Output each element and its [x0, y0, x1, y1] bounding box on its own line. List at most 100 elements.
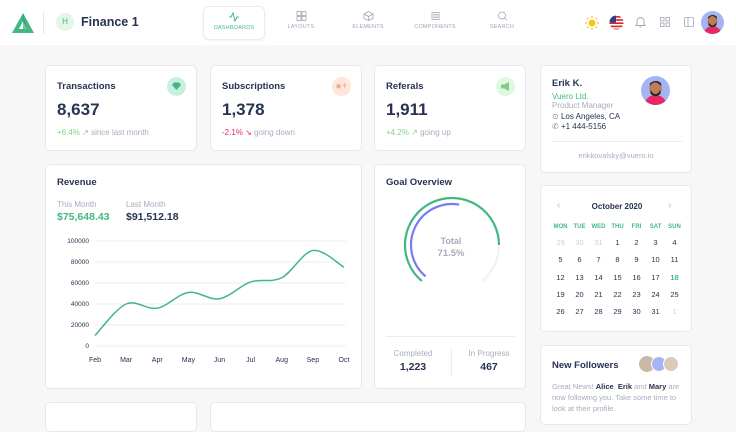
calendar-day[interactable]: 23 — [627, 286, 646, 303]
activity-icon — [228, 12, 240, 22]
stat-card-subscriptions: Subscriptions ●+ 1,378 -2.1% ↘ going dow… — [210, 65, 362, 151]
workspace-avatar[interactable]: H — [56, 13, 74, 31]
calendar-day[interactable]: 2 — [627, 234, 646, 251]
x-tick-label: Aug — [276, 357, 289, 364]
bottom-card — [210, 402, 526, 432]
cpu-icon — [430, 11, 441, 21]
phone-icon: ✆ — [552, 122, 559, 131]
nav-elements[interactable]: ELEMENTS — [337, 6, 399, 40]
calendar-day[interactable]: 11 — [665, 251, 684, 268]
calendar-day[interactable]: 10 — [646, 251, 665, 268]
y-tick-label: 20000 — [71, 322, 89, 329]
x-tick-label: Apr — [152, 357, 164, 364]
revenue-series-line — [95, 250, 344, 335]
nav-components[interactable]: COMPONENTS — [404, 6, 466, 40]
profile-company[interactable]: Vuero Ltd. — [552, 92, 589, 101]
nav-search[interactable]: SEARCH — [471, 6, 533, 40]
card-title: New Followers — [552, 360, 619, 371]
x-tick-label: Oct — [339, 357, 350, 364]
app-logo[interactable] — [12, 13, 34, 33]
calendar-day[interactable]: 17 — [646, 269, 665, 286]
completed-value: 1,223 — [375, 361, 451, 373]
calendar-day[interactable]: 25 — [665, 286, 684, 303]
user-avatar[interactable] — [701, 11, 724, 34]
calendar-day[interactable]: 1 — [665, 303, 684, 320]
sidebar-panel-icon[interactable] — [684, 17, 694, 27]
nav-label: COMPONENTS — [414, 24, 455, 30]
weekday-header: SUN — [665, 220, 684, 234]
x-tick-label: Mar — [120, 357, 133, 364]
stat-note: going up — [420, 128, 451, 137]
weekday-header: THU — [608, 220, 627, 234]
weekday-header: WED — [589, 220, 608, 234]
x-tick-label: Jul — [246, 357, 255, 364]
calendar-day[interactable]: 14 — [589, 269, 608, 286]
calendar-day[interactable]: 7 — [589, 251, 608, 268]
calendar-day[interactable]: 29 — [551, 234, 570, 251]
calendar-day[interactable]: 8 — [608, 251, 627, 268]
us-flag-icon[interactable] — [609, 15, 624, 30]
profile-avatar — [641, 76, 670, 105]
divider — [43, 12, 44, 34]
calendar-day[interactable]: 31 — [589, 234, 608, 251]
calendar-day[interactable]: 1 — [608, 234, 627, 251]
weekday-header: TUE — [570, 220, 589, 234]
calendar-day[interactable]: 29 — [608, 303, 627, 320]
calendar-day[interactable]: 9 — [627, 251, 646, 268]
chevron-right-icon[interactable]: › — [668, 200, 671, 211]
followers-message: Great News! Alice, Erik and Mary are now… — [552, 381, 684, 414]
profile-location: Los Angeles, CA — [561, 112, 620, 121]
trend-down-icon: ↘ — [245, 128, 252, 137]
nav-label: DASHBOARDS — [214, 25, 255, 31]
calendar-day[interactable]: 18 — [665, 269, 684, 286]
stat-change: -2.1% — [222, 128, 243, 137]
x-tick-label: Sep — [307, 357, 320, 364]
nav-layouts[interactable]: LAYOUTS — [270, 6, 332, 40]
calendar-day[interactable]: 28 — [589, 303, 608, 320]
calendar-day[interactable]: 16 — [627, 269, 646, 286]
profile-email[interactable]: erikkovalsky@vuero.io — [541, 151, 691, 160]
calendar-day[interactable]: 12 — [551, 269, 570, 286]
weekday-header: SAT — [646, 220, 665, 234]
calendar-day[interactable]: 4 — [665, 234, 684, 251]
map-pin-icon: ⊙ — [552, 112, 559, 121]
nav-label: ELEMENTS — [352, 24, 383, 30]
search-icon — [497, 11, 508, 21]
calendar-day[interactable]: 31 — [646, 303, 665, 320]
completed-label: Completed — [375, 349, 451, 358]
apps-grid-icon[interactable] — [660, 17, 670, 27]
diamond-icon — [167, 77, 186, 96]
calendar-day[interactable]: 6 — [570, 251, 589, 268]
calendar-day[interactable]: 27 — [570, 303, 589, 320]
calendar-day[interactable]: 26 — [551, 303, 570, 320]
calendar-day[interactable]: 5 — [551, 251, 570, 268]
calendar-day[interactable]: 21 — [589, 286, 608, 303]
calendar-day[interactable]: 30 — [570, 234, 589, 251]
calendar-day[interactable]: 22 — [608, 286, 627, 303]
stat-value: 1,911 — [386, 100, 428, 120]
nav-label: SEARCH — [490, 24, 514, 30]
revenue-card: Revenue This Month $75,648.43 Last Month… — [45, 164, 362, 389]
y-tick-label: 80000 — [71, 259, 89, 266]
weekday-header: FRI — [627, 220, 646, 234]
calendar-day[interactable]: 3 — [646, 234, 665, 251]
sun-icon[interactable] — [585, 16, 599, 30]
calendar-day[interactable]: 30 — [627, 303, 646, 320]
stat-card-transactions: Transactions 8,637 +6.4% ↗ since last mo… — [45, 65, 197, 151]
calendar-day[interactable]: 24 — [646, 286, 665, 303]
divider — [386, 336, 515, 337]
calendar-day[interactable]: 15 — [608, 269, 627, 286]
stat-note: going down — [254, 128, 295, 137]
calendar-day[interactable]: 19 — [551, 286, 570, 303]
box-icon — [363, 11, 374, 21]
calendar-day[interactable]: 20 — [570, 286, 589, 303]
nav-dashboards[interactable]: DASHBOARDS — [203, 6, 265, 40]
calendar-day[interactable]: 13 — [570, 269, 589, 286]
bell-icon[interactable] — [635, 16, 646, 28]
stat-change: +4.2% — [386, 128, 409, 137]
follower-avatar-mary[interactable] — [663, 356, 679, 372]
profile-name: Erik K. — [552, 78, 582, 89]
profile-card: Erik K. Vuero Ltd. Product Manager ⊙ Los… — [540, 65, 692, 173]
profile-role: Product Manager — [552, 101, 613, 110]
